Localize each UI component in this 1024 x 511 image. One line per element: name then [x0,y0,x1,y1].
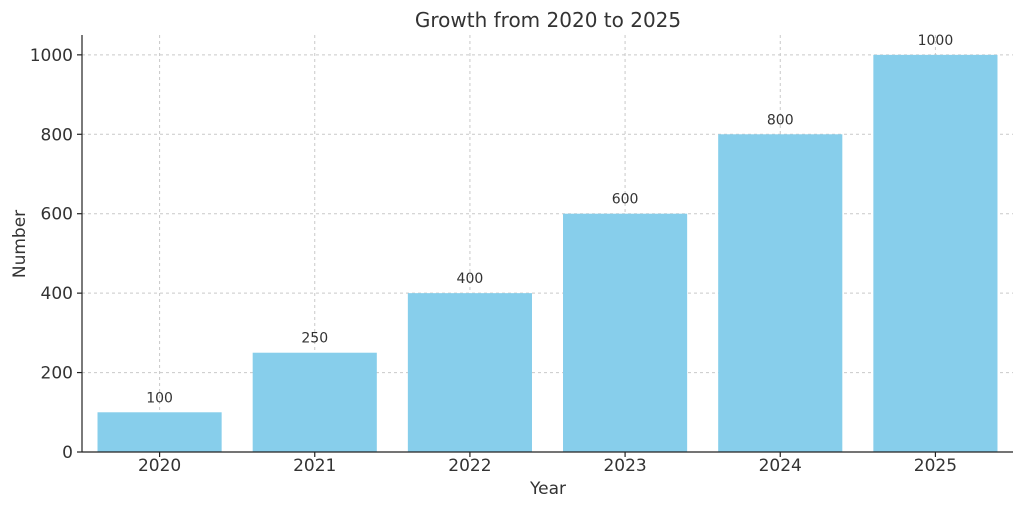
data-label-2020: 100 [146,390,173,406]
y-axis-label: Number [10,210,30,278]
bar-2025 [873,54,998,452]
y-tick-label: 1000 [30,46,73,66]
x-axis-label: Year [529,479,566,499]
y-tick-label: 800 [41,125,73,145]
data-labels: 100 250 400 600 800 1000 [146,33,953,406]
x-tick-label-2023: 2023 [603,456,646,476]
bar-2022 [407,293,532,452]
ticks: 0 200 400 600 800 1000 2020 2021 2022 2023 2024 202… [30,46,957,476]
y-tick-label: 200 [41,364,73,384]
bar-2021 [252,352,377,452]
x-tick-label-2024: 2024 [759,456,802,476]
axes [81,35,1013,453]
data-label-2023: 600 [612,192,639,208]
y-tick-label: 600 [41,205,73,225]
data-label-2022: 400 [457,271,484,287]
bar-2023 [563,213,688,452]
bar-2020 [97,412,222,452]
bars [97,54,998,453]
bar-2024 [718,134,843,453]
y-tick-label: 0 [62,443,73,463]
x-tick-label-2021: 2021 [293,456,336,476]
data-label-2021: 250 [301,331,328,347]
data-label-2024: 800 [767,112,794,128]
x-tick-label-2022: 2022 [448,456,491,476]
x-tick-label-2020: 2020 [138,456,181,476]
x-tick-label-2025: 2025 [914,456,957,476]
y-tick-label: 400 [41,284,73,304]
chart-title: Growth from 2020 to 2025 [415,8,681,32]
data-label-2025: 1000 [918,33,954,49]
grid [82,35,1013,452]
